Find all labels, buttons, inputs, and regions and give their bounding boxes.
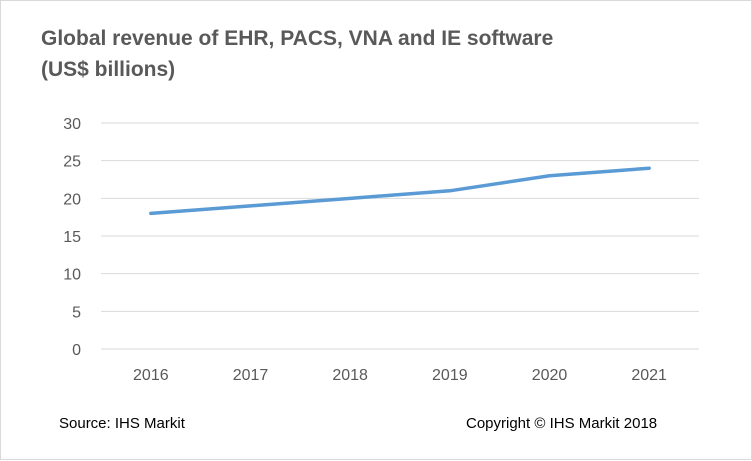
x-tick-label: 2018 <box>332 367 368 384</box>
y-tick-label: 25 <box>63 154 81 171</box>
series-line <box>151 168 649 213</box>
y-tick-label: 5 <box>72 304 81 321</box>
y-tick-label: 30 <box>63 116 81 133</box>
x-tick-label: 2016 <box>133 367 169 384</box>
y-tick-label: 20 <box>63 191 81 208</box>
x-tick-label: 2017 <box>233 367 269 384</box>
copyright-note: Copyright © IHS Markit 2018 <box>466 415 657 432</box>
y-tick-label: 0 <box>72 342 81 359</box>
source-note: Source: IHS Markit <box>59 415 185 432</box>
y-tick-label: 10 <box>63 267 81 284</box>
y-tick-label: 15 <box>63 229 81 246</box>
x-tick-label: 2019 <box>432 367 468 384</box>
x-tick-label: 2021 <box>631 367 667 384</box>
x-tick-label: 2020 <box>532 367 568 384</box>
